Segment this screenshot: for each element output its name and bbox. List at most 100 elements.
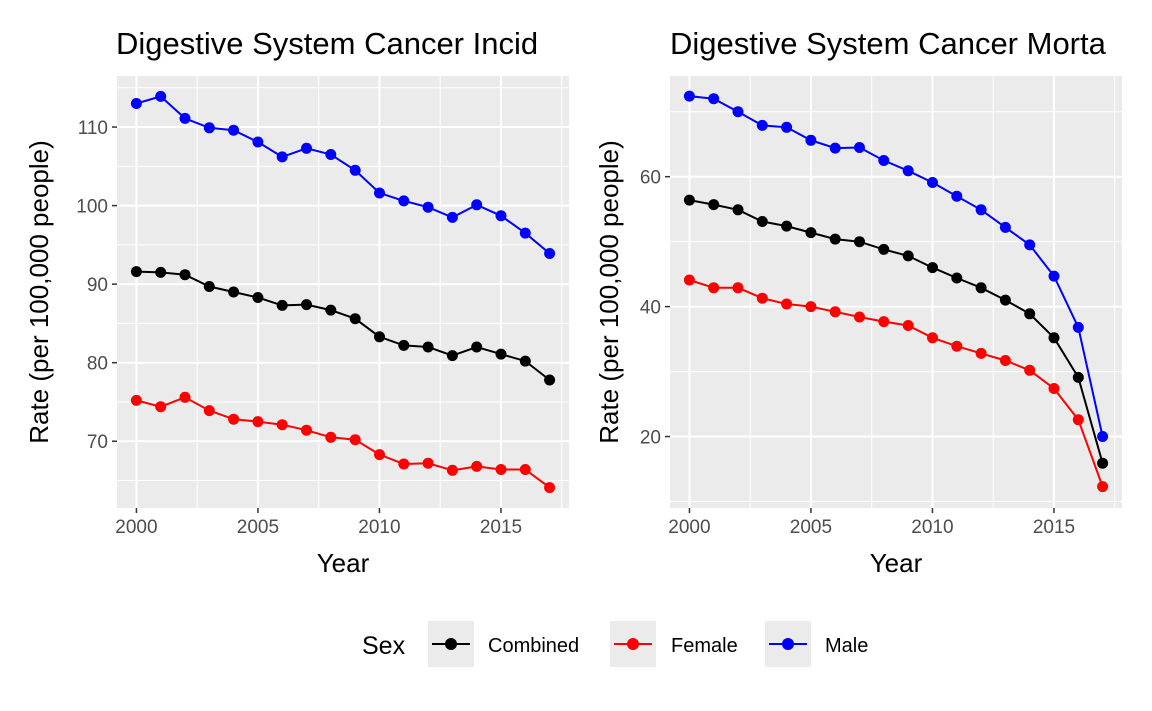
mortality-point-female: [781, 298, 793, 310]
incidence-plot-background: [117, 76, 569, 508]
x-tick-label: 2015: [480, 517, 522, 538]
mortality-point-female: [1097, 481, 1109, 493]
incidence-series: [130, 90, 556, 494]
mortality-point-combined: [805, 227, 817, 239]
y-tick-label: 20: [640, 428, 661, 449]
mortality-point-male: [902, 165, 914, 177]
mortality-point-male: [1072, 321, 1084, 333]
incidence-point-male: [325, 149, 337, 160]
incidence-point-female: [544, 482, 556, 494]
legend-point-female: [627, 638, 639, 650]
mortality-point-male: [708, 93, 720, 105]
mortality-point-combined: [927, 262, 938, 274]
mortality-point-female: [878, 316, 890, 328]
incidence-point-female: [446, 464, 458, 476]
mortality-point-male: [1024, 239, 1036, 251]
mortality-point-male: [927, 177, 938, 188]
incidence-point-female: [519, 464, 531, 475]
mortality-point-male: [878, 155, 890, 166]
mortality-chart-title: Digestive System Cancer Morta: [670, 26, 1107, 61]
x-tick-label: 2010: [358, 517, 400, 538]
mortality-point-combined: [902, 250, 914, 262]
incidence-point-male: [276, 151, 288, 163]
mortality-point-combined: [1024, 308, 1036, 320]
mortality-point-combined: [854, 236, 865, 248]
incidence-point-female: [495, 464, 507, 475]
incidence-point-combined: [228, 286, 240, 298]
incidence-gridlines: [117, 76, 569, 508]
incidence-point-male: [155, 90, 167, 102]
incidence-point-combined: [446, 350, 458, 362]
mortality-point-female: [1024, 364, 1036, 376]
mortality-point-male: [756, 119, 768, 131]
incidence-point-female: [155, 401, 167, 413]
incidence-point-male: [422, 201, 434, 213]
incidence-point-combined: [544, 374, 556, 386]
mortality-point-female: [999, 355, 1011, 366]
mortality-point-male: [732, 106, 744, 118]
y-tick-label: 70: [87, 432, 108, 453]
mortality-point-female: [1048, 383, 1060, 394]
legend-label-male: Male: [825, 635, 868, 657]
y-tick-label: 80: [87, 354, 108, 375]
x-tick-label: 2005: [790, 517, 832, 538]
mortality-point-female: [708, 282, 720, 294]
mortality-point-female: [854, 311, 865, 323]
y-tick-label: 40: [640, 298, 661, 319]
incidence-point-male: [349, 164, 361, 176]
incidence-point-combined: [471, 341, 483, 353]
incidence-point-combined: [519, 355, 531, 367]
x-tick-label: 2000: [668, 517, 710, 538]
y-tick-label: 110: [78, 118, 108, 139]
mortality-point-male: [854, 142, 865, 153]
mortality-point-combined: [708, 199, 720, 211]
mortality-point-female: [732, 282, 744, 294]
incidence-point-male: [398, 195, 410, 207]
mortality-point-male: [1097, 431, 1109, 442]
mortality-series: [683, 90, 1109, 493]
legend: Sex Combined Female Male: [362, 621, 868, 667]
y-tick-label: 90: [87, 275, 108, 296]
mortality-point-male: [781, 121, 793, 133]
incidence-point-combined: [276, 299, 288, 311]
incidence-point-combined: [252, 292, 264, 303]
mortality-point-male: [1048, 270, 1060, 282]
incidence-point-combined: [398, 339, 410, 351]
legend-title: Sex: [362, 632, 406, 660]
mortality-point-combined: [975, 282, 987, 294]
mortality-point-male: [805, 134, 817, 146]
legend-point-male: [782, 638, 794, 650]
mortality-point-combined: [732, 204, 744, 216]
legend-point-combined: [445, 638, 457, 650]
mortality-point-female: [683, 274, 695, 286]
legend-item-combined: Combined: [428, 621, 579, 667]
incidence-point-female: [349, 434, 361, 446]
incidence-point-combined: [349, 313, 361, 325]
incidence-y-axis-label: Rate (per 100,000 people): [24, 140, 54, 444]
mortality-point-combined: [951, 272, 963, 284]
legend-label-combined: Combined: [488, 635, 579, 657]
y-tick-label: 60: [640, 168, 661, 189]
incidence-point-male: [130, 98, 142, 109]
legend-label-female: Female: [671, 635, 738, 657]
incidence-point-male: [179, 112, 191, 124]
incidence-point-male: [519, 227, 531, 239]
mortality-gridlines: [670, 76, 1122, 508]
mortality-point-male: [999, 221, 1011, 233]
incidence-point-female: [398, 458, 410, 470]
mortality-point-combined: [878, 243, 890, 255]
incidence-tick-labels: 2000 2005 2010 2015 70 80 90 100 110: [76, 118, 522, 538]
mortality-tick-labels: 2000 2005 2010 2015 20 40 60: [640, 168, 1075, 538]
legend-item-male: Male: [765, 621, 868, 667]
x-tick-label: 2000: [115, 517, 157, 538]
mortality-point-combined: [781, 220, 793, 232]
mortality-point-female: [902, 320, 914, 331]
mortality-point-male: [975, 204, 987, 216]
x-tick-label: 2015: [1033, 517, 1075, 538]
mortality-point-female: [829, 306, 841, 318]
incidence-point-male: [446, 211, 458, 223]
incidence-point-combined: [325, 304, 337, 316]
mortality-x-axis-label: Year: [870, 548, 923, 578]
mortality-y-axis-label: Rate (per 100,000 people): [594, 140, 624, 444]
